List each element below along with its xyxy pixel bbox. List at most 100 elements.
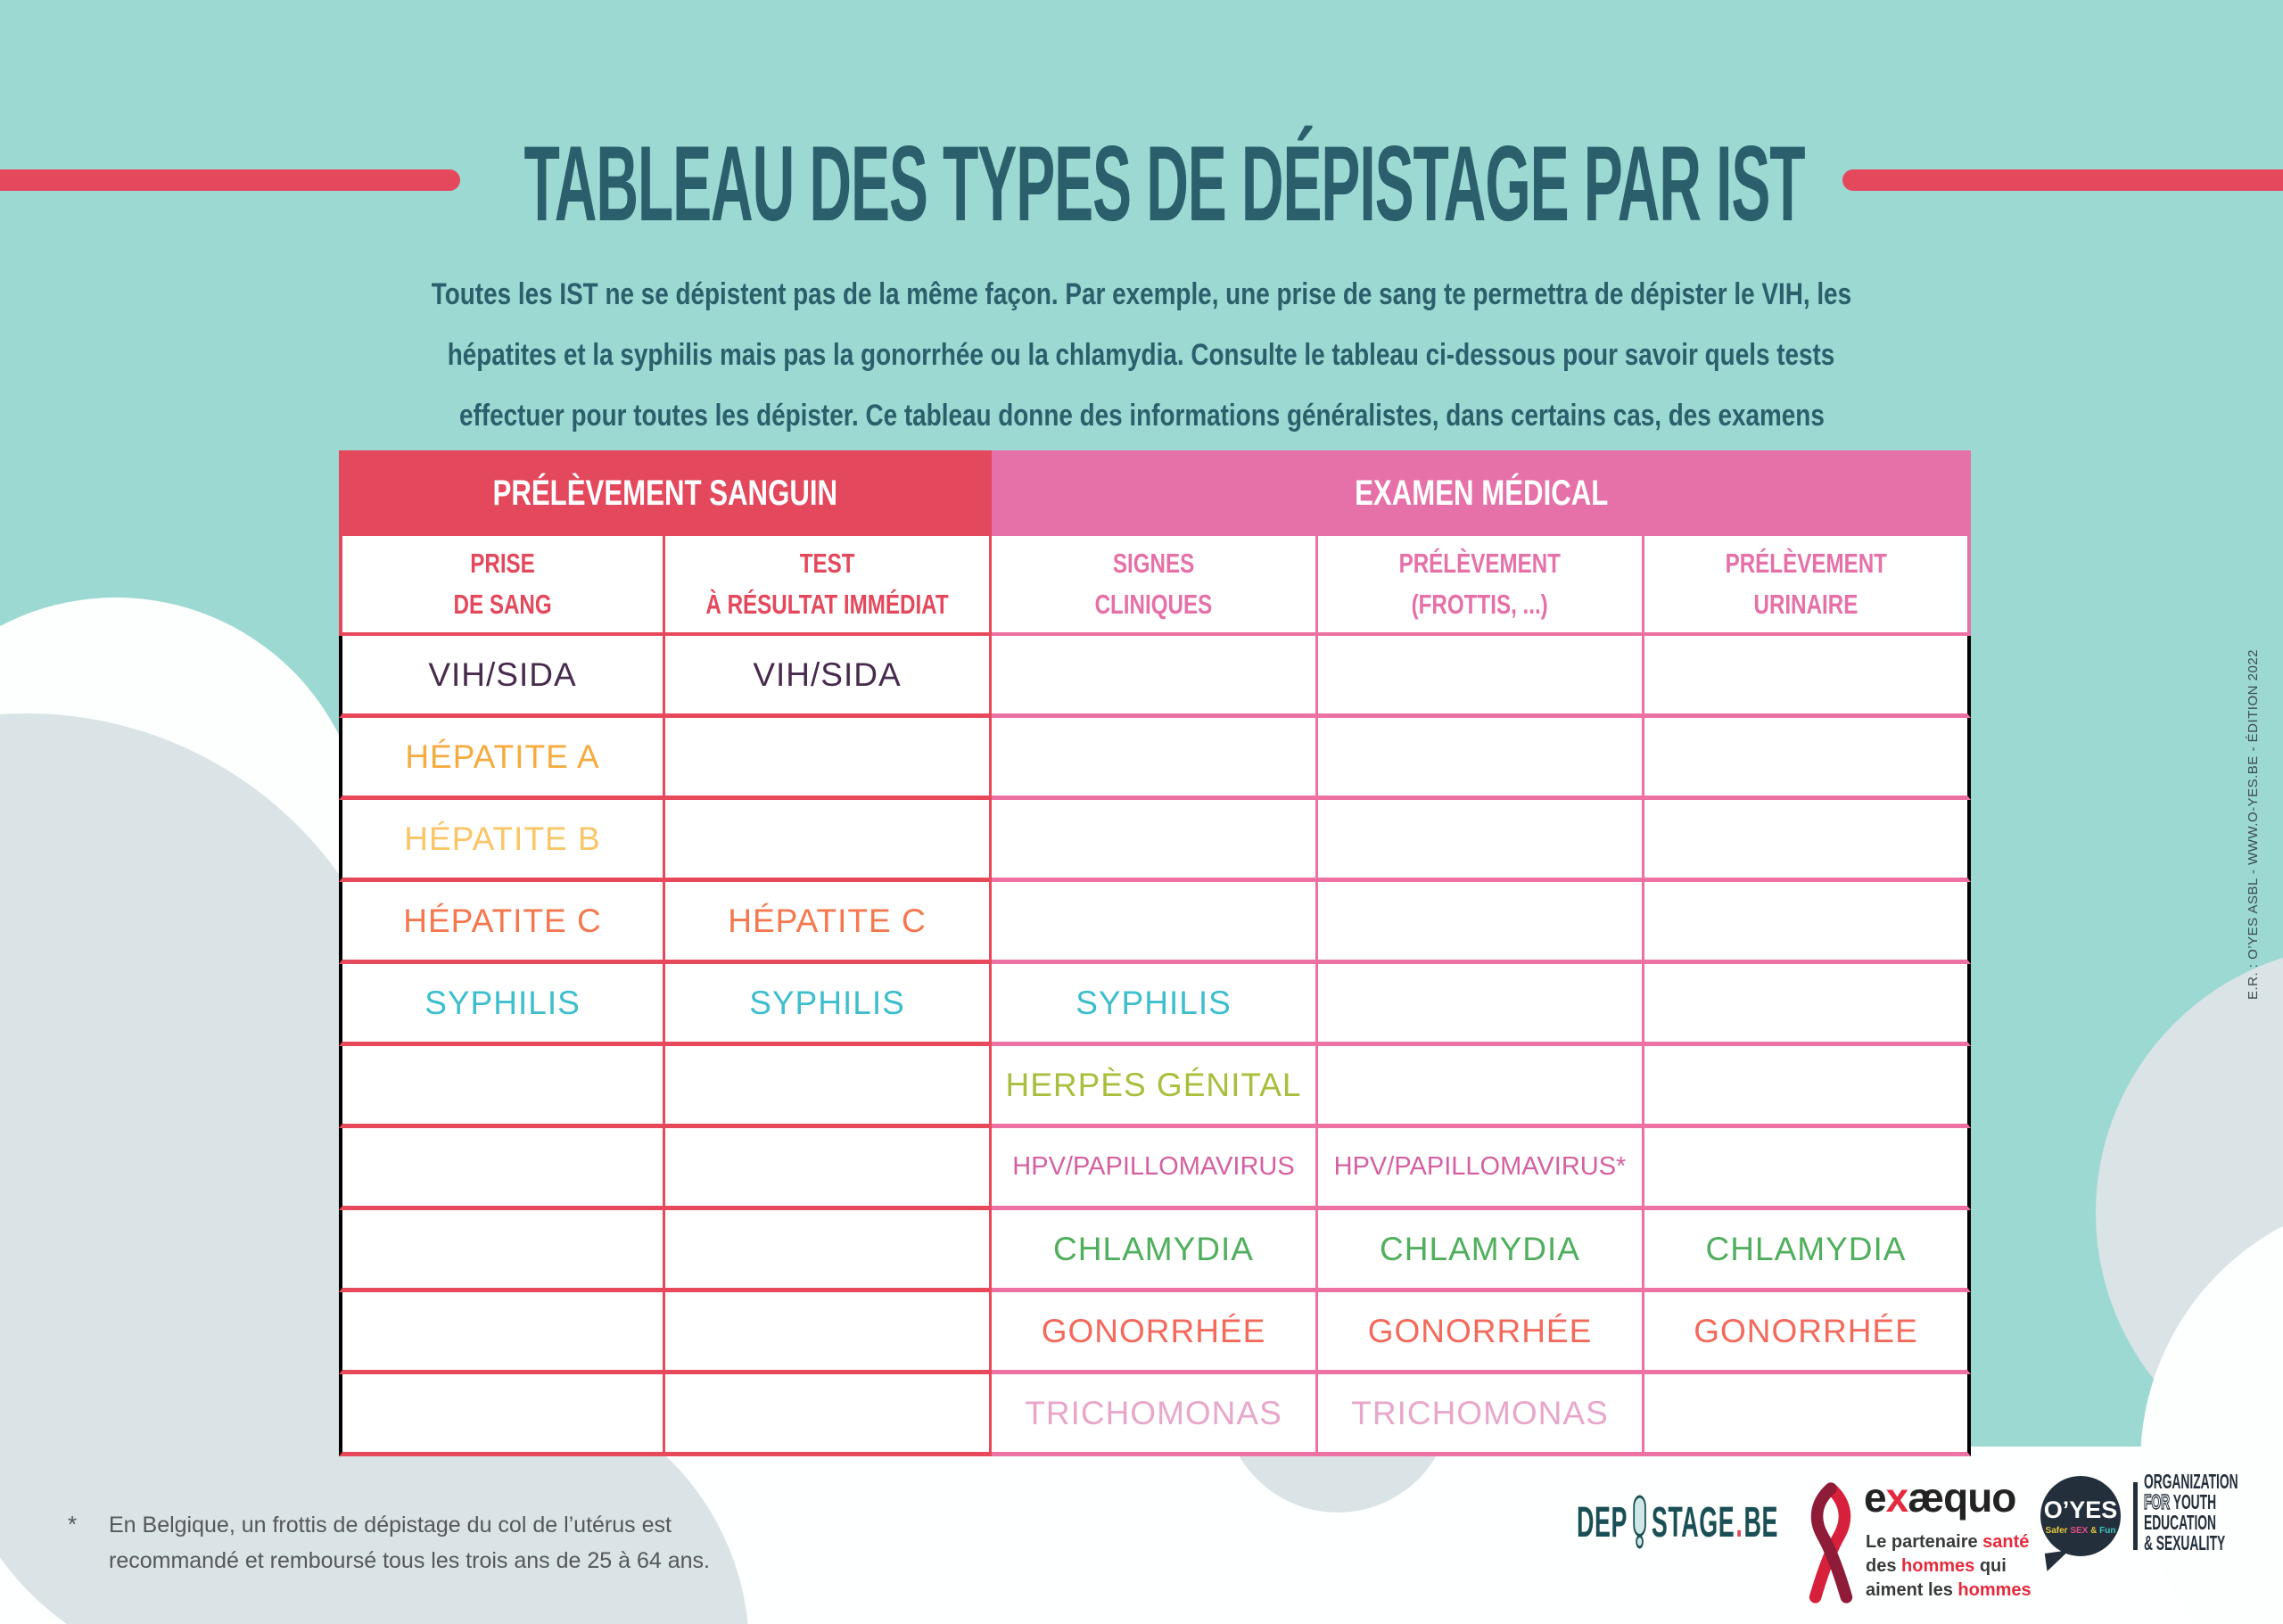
table-cell [1318, 636, 1644, 718]
title-rule-right [1842, 169, 2283, 191]
table-cell [992, 636, 1318, 718]
table-row: CHLAMYDIA CHLAMYDIA CHLAMYDIA [339, 1210, 1971, 1292]
table-cell: HÉPATITE A [339, 718, 665, 800]
condom-icon [1633, 1495, 1646, 1549]
disease-label: HÉPATITE C [728, 902, 927, 939]
table-cell [1318, 882, 1644, 964]
table-cell [339, 1128, 665, 1210]
disease-label: TRICHOMONAS [1025, 1394, 1282, 1431]
intro-line: effectuer pour toutes les dépister. Ce t… [458, 399, 1825, 433]
aids-ribbon-icon [1809, 1482, 1853, 1603]
table-row: VIH/SIDA VIH/SIDA [339, 636, 1971, 718]
table-cell [1644, 1374, 1971, 1456]
disease-label: GONORRHÉE [1694, 1312, 1918, 1349]
footnote-line: recommandé et remboursé tous les trois a… [109, 1548, 710, 1573]
table-cell: HÉPATITE C [339, 882, 665, 964]
disease-label: GONORRHÉE [1041, 1312, 1266, 1349]
disease-label: HERPÈS GÉNITAL [1005, 1066, 1302, 1103]
table-cell [665, 1292, 992, 1374]
oyes-org-line: ORGANIZATION [2144, 1470, 2238, 1493]
table-row: TRICHOMONAS TRICHOMONAS [339, 1374, 1971, 1456]
disease-label: HPV/PAPILLOMAVIRUS* [1333, 1152, 1627, 1181]
table-cell [1644, 882, 1971, 964]
intro-line: hépatites et la syphilis mais pas la gon… [448, 338, 1835, 372]
disease-label: HÉPATITE C [403, 902, 602, 939]
depistage-red-dot: . [1735, 1498, 1743, 1546]
table-cell [992, 800, 1318, 882]
column-header: PRÉLÈVEMENT URINAIRE [1644, 536, 1971, 636]
footnote-line: En Belgique, un frottis de dépistage du … [109, 1513, 672, 1537]
table-cell: CHLAMYDIA [1318, 1210, 1644, 1292]
exaequo-tagline-line: Le partenaire santé [1866, 1532, 2030, 1552]
table-cell [1644, 1128, 1971, 1210]
disease-label: TRICHOMONAS [1351, 1394, 1609, 1431]
table-cell: GONORRHÉE [992, 1292, 1318, 1374]
disease-label: CHLAMYDIA [1053, 1230, 1254, 1267]
group-header-prelevement-sanguin: PRÉLÈVEMENT SANGUIN [339, 450, 992, 536]
oyes-logo-text: O’YES [2043, 1496, 2118, 1523]
column-header: TEST À RÉSULTAT IMMÉDIAT [665, 536, 992, 636]
table-cell [339, 1210, 665, 1292]
table-cell [339, 1292, 665, 1374]
disease-label: HÉPATITE B [404, 820, 601, 857]
oyes-org-line: & SEXUALITY [2144, 1531, 2226, 1554]
table-row: HERPÈS GÉNITAL [339, 1046, 1971, 1128]
table-cell [1318, 800, 1644, 882]
page-title-text: TABLEAU DES TYPES DE DÉPISTAGE PAR IST [523, 124, 1805, 243]
table-row: HÉPATITE B [339, 800, 1971, 882]
column-header: PRÉLÈVEMENT (FROTTIS, ...) [1318, 536, 1644, 636]
table-cell: HPV/PAPILLOMAVIRUS* [1318, 1128, 1644, 1210]
table-row: HÉPATITE C HÉPATITE C [339, 882, 1971, 964]
table-cell: GONORRHÉE [1318, 1292, 1644, 1374]
disease-label: VIH/SIDA [428, 655, 577, 693]
oyes-org-name: ORGANIZATION FOR YOUTH EDUCATION & SEXUAL… [2144, 1471, 2283, 1554]
table-cell: CHLAMYDIA [1644, 1210, 1971, 1292]
exaequo-tagline: Le partenaire santé des hommes qui aimen… [1866, 1530, 2032, 1603]
footnote-marker: * [68, 1511, 78, 1537]
table-column-header-row: PRISE DE SANG TEST À RÉSULTAT IMMÉDIAT SIGNE… [339, 536, 1971, 636]
oyes-org-line: EDUCATION [2144, 1511, 2217, 1534]
table-cell [665, 1374, 992, 1456]
table-cell [339, 1046, 665, 1128]
disease-label: SYPHILIS [749, 984, 905, 1021]
oyes-slogan: Safer SEX & Fun [2045, 1526, 2116, 1536]
disease-label: CHLAMYDIA [1705, 1230, 1907, 1267]
oyes-logo-bubble: O’YES Safer SEX & Fun [2040, 1476, 2121, 1556]
column-header: SIGNES CLINIQUES [992, 536, 1318, 636]
table-cell: HÉPATITE C [665, 882, 992, 964]
table-cell [665, 718, 992, 800]
page-title: TABLEAU DES TYPES DE DÉPISTAGE PAR IST [0, 125, 2283, 243]
disease-label: HPV/PAPILLOMAVIRUS [1012, 1152, 1295, 1181]
table-cell: HPV/PAPILLOMAVIRUS [992, 1128, 1318, 1210]
table-cell [1644, 1046, 1971, 1128]
disease-label: VIH/SIDA [753, 655, 902, 693]
table-cell [665, 1128, 992, 1210]
table-cell [665, 800, 992, 882]
exaequo-tagline-line: des hommes qui [1866, 1556, 2007, 1576]
table-cell: SYPHILIS [992, 964, 1318, 1046]
table-cell [992, 718, 1318, 800]
table-group-header-row: PRÉLÈVEMENT SANGUIN EXAMEN MÉDICAL [339, 450, 1971, 536]
disease-label: HÉPATITE A [405, 738, 600, 775]
table-body: VIH/SIDA VIH/SIDA HÉPATITE A HÉPATITE B HÉPA… [339, 636, 1971, 1456]
table-cell: VIH/SIDA [339, 636, 665, 718]
table-cell [339, 1374, 665, 1456]
exaequo-logo: exæquo [1864, 1474, 2016, 1521]
group-header-examen-medical: EXAMEN MÉDICAL [992, 450, 1971, 536]
disease-label: SYPHILIS [424, 984, 581, 1021]
table-row: HPV/PAPILLOMAVIRUS HPV/PAPILLOMAVIRUS* [339, 1128, 1971, 1210]
exaequo-tagline-line: aiment les hommes [1866, 1580, 2032, 1600]
disease-label: GONORRHÉE [1367, 1312, 1593, 1349]
table-cell: HÉPATITE B [339, 800, 665, 882]
table-row: HÉPATITE A [339, 718, 1971, 800]
table-cell: VIH/SIDA [665, 636, 992, 718]
table-cell: HERPÈS GÉNITAL [992, 1046, 1318, 1128]
edition-note: E.R. : O’YES ASBL - WWW.O-YES.BE - ÉDITI… [2246, 649, 2261, 1001]
oyes-org-line: FOR YOUTH [2144, 1490, 2217, 1513]
table-cell: SYPHILIS [339, 964, 665, 1046]
table-cell [1318, 1046, 1644, 1128]
screening-table: PRÉLÈVEMENT SANGUIN EXAMEN MÉDICAL PRISE… [339, 450, 1971, 1456]
table-cell: TRICHOMONAS [1318, 1374, 1644, 1456]
intro-line: Toutes les IST ne se dépistent pas de la… [431, 277, 1852, 311]
